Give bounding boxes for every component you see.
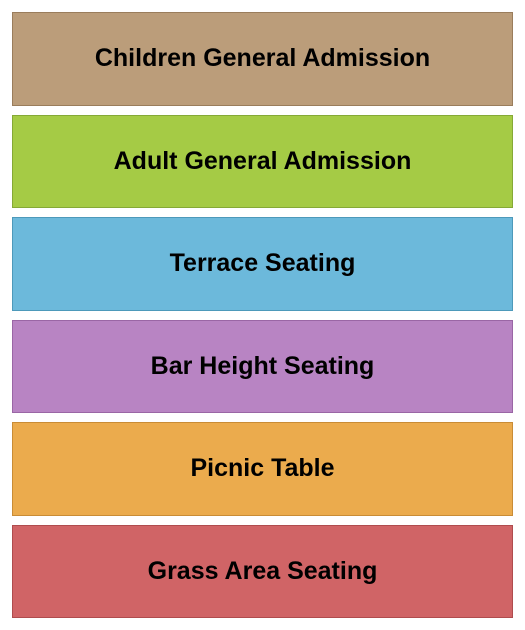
- section-children-general-admission[interactable]: Children General Admission: [12, 12, 513, 106]
- seating-chart: Children General Admission Adult General…: [12, 12, 513, 618]
- section-label: Bar Height Seating: [151, 352, 375, 381]
- section-label: Children General Admission: [95, 44, 430, 73]
- section-adult-general-admission[interactable]: Adult General Admission: [12, 115, 513, 209]
- section-grass-area-seating[interactable]: Grass Area Seating: [12, 525, 513, 619]
- section-bar-height-seating[interactable]: Bar Height Seating: [12, 320, 513, 414]
- section-label: Picnic Table: [190, 454, 334, 483]
- section-label: Adult General Admission: [114, 147, 412, 176]
- section-label: Terrace Seating: [170, 249, 356, 278]
- section-picnic-table[interactable]: Picnic Table: [12, 422, 513, 516]
- section-label: Grass Area Seating: [148, 557, 378, 586]
- section-terrace-seating[interactable]: Terrace Seating: [12, 217, 513, 311]
